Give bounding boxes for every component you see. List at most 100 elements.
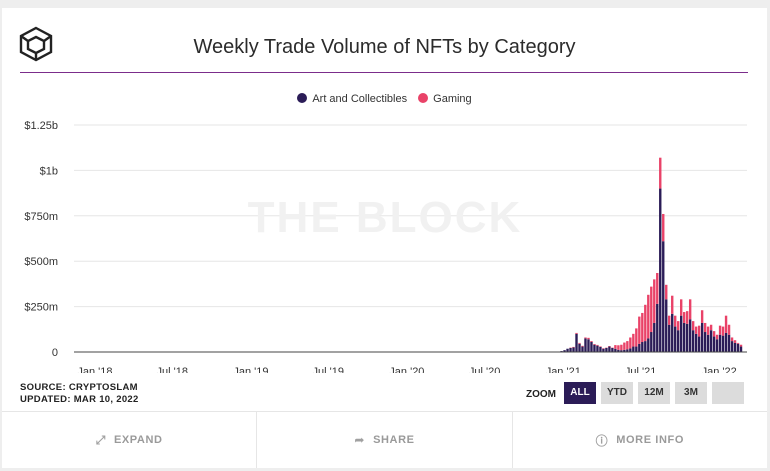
bar-gaming: [620, 344, 623, 351]
card-footer: ⤢ EXPAND ➦ SHARE ⓘ MORE INFO: [2, 411, 767, 468]
bar-art-and-collectibles: [566, 348, 569, 352]
the-block-logo-icon: [19, 26, 53, 62]
bar-art-and-collectibles: [614, 348, 617, 352]
bar-art-and-collectibles: [688, 319, 692, 352]
bar-art-and-collectibles: [721, 335, 725, 352]
bar-art-and-collectibles: [680, 315, 683, 352]
bar-gaming: [682, 312, 686, 323]
bar-art-and-collectibles: [575, 333, 578, 352]
bar-gaming: [617, 345, 620, 350]
info-icon: ⓘ: [595, 433, 609, 448]
bar-art-and-collectibles: [694, 333, 698, 352]
bar-art-and-collectibles: [715, 339, 719, 352]
y-tick-label: $750m: [24, 211, 58, 223]
bar-gaming: [727, 324, 731, 335]
bar-gaming: [638, 316, 641, 344]
x-tick-label: Jan '18: [77, 366, 112, 373]
bar-art-and-collectibles: [587, 339, 590, 352]
bar-art-and-collectibles: [706, 334, 710, 352]
updated-line: UPDATED: MAR 10, 2022: [20, 394, 139, 405]
chart-title: Weekly Trade Volume of NFTs by Category: [193, 36, 576, 58]
zoom-12m-button[interactable]: 12M: [638, 382, 670, 404]
bar-gaming: [706, 326, 710, 335]
bar-art-and-collectibles: [730, 341, 734, 352]
bar-art-and-collectibles: [724, 332, 728, 352]
bar-art-and-collectibles: [635, 346, 638, 352]
bar-gaming: [724, 315, 728, 333]
x-tick-label: Jul '19: [313, 366, 344, 373]
bar-art-and-collectibles: [602, 348, 605, 352]
bar-art-and-collectibles: [620, 350, 623, 352]
zoom-label: ZOOM: [526, 389, 556, 400]
bar-art-and-collectibles: [608, 346, 611, 352]
bar-gaming: [718, 325, 722, 335]
bar-art-and-collectibles: [599, 346, 602, 352]
legend-dot-art: [297, 93, 308, 103]
bar-art-and-collectibles: [590, 342, 593, 352]
bar-gaming: [685, 311, 689, 324]
bar-gaming: [688, 299, 692, 320]
bar-gaming: [641, 312, 644, 343]
legend-label-gaming: Gaming: [433, 93, 472, 105]
bar-gaming: [626, 341, 629, 350]
bar-art-and-collectibles: [584, 338, 587, 352]
bar-gaming: [739, 344, 743, 347]
bar-gaming: [632, 333, 635, 347]
bar-art-and-collectibles: [647, 338, 650, 352]
expand-button[interactable]: ⤢ EXPAND: [2, 412, 256, 468]
bar-art-and-collectibles: [674, 326, 677, 352]
bar-gaming: [677, 321, 680, 331]
bar-art-and-collectibles: [638, 343, 641, 352]
more-info-label: MORE INFO: [616, 434, 684, 446]
bar-gaming: [590, 341, 593, 343]
bar-art-and-collectibles: [712, 336, 716, 352]
bar-gaming: [662, 213, 665, 242]
bar-gaming: [596, 344, 599, 346]
chart-legend: Art and Collectibles Gaming: [2, 93, 767, 105]
bar-gaming: [593, 344, 596, 345]
y-tick-label: 0: [52, 347, 58, 359]
bar-gaming: [587, 337, 590, 340]
bar-gaming: [584, 337, 587, 339]
y-tick-label: $1b: [40, 165, 58, 177]
bar-art-and-collectibles: [653, 322, 656, 352]
bar-art-and-collectibles: [685, 323, 689, 352]
bar-art-and-collectibles: [700, 322, 704, 352]
y-axis-ticks: 0 $250m $500m $750m $1b $1.25b: [24, 120, 58, 359]
bar-gaming: [665, 284, 668, 300]
stacked-bar-chart: THE BLOCK 0 $250m $500m $750m $1b $1.25b Jan …: [24, 120, 747, 373]
zoom-ytd-button[interactable]: YTD: [601, 382, 633, 404]
chart-watermark: THE BLOCK: [248, 193, 523, 242]
bar-art-and-collectibles: [611, 348, 614, 352]
bar-art-and-collectibles: [718, 334, 722, 352]
bar-art-and-collectibles: [662, 241, 665, 352]
legend-item-gaming[interactable]: Gaming: [418, 93, 472, 105]
bar-gaming: [694, 326, 698, 334]
legend-item-art[interactable]: Art and Collectibles: [297, 93, 407, 105]
bar-art-and-collectibles: [739, 346, 743, 352]
bar-gaming: [709, 324, 713, 331]
bar-gaming: [680, 299, 683, 316]
share-button[interactable]: ➦ SHARE: [256, 412, 511, 468]
bar-gaming: [736, 342, 740, 344]
bar-gaming: [575, 332, 578, 334]
bar-art-and-collectibles: [617, 349, 620, 352]
share-label: SHARE: [373, 434, 415, 446]
zoom-3m-button[interactable]: 3M: [675, 382, 707, 404]
bar-art-and-collectibles: [632, 346, 635, 352]
more-info-button[interactable]: ⓘ MORE INFO: [511, 412, 767, 468]
bar-art-and-collectibles: [659, 188, 662, 352]
zoom-all-button[interactable]: ALL: [564, 382, 596, 404]
bar-art-and-collectibles: [665, 299, 668, 352]
x-tick-label: Jan '19: [233, 366, 268, 373]
zoom-custom-button[interactable]: [712, 382, 744, 404]
y-tick-label: $250m: [24, 302, 58, 314]
x-tick-label: Jan '22: [702, 366, 737, 373]
bar-gaming: [703, 322, 707, 333]
bar-gaming: [572, 346, 575, 348]
bar-gaming: [730, 337, 734, 342]
bar-gaming: [721, 326, 725, 336]
bar-art-and-collectibles: [581, 346, 584, 352]
legend-label-art: Art and Collectibles: [312, 93, 408, 105]
bar-gaming: [671, 295, 674, 314]
